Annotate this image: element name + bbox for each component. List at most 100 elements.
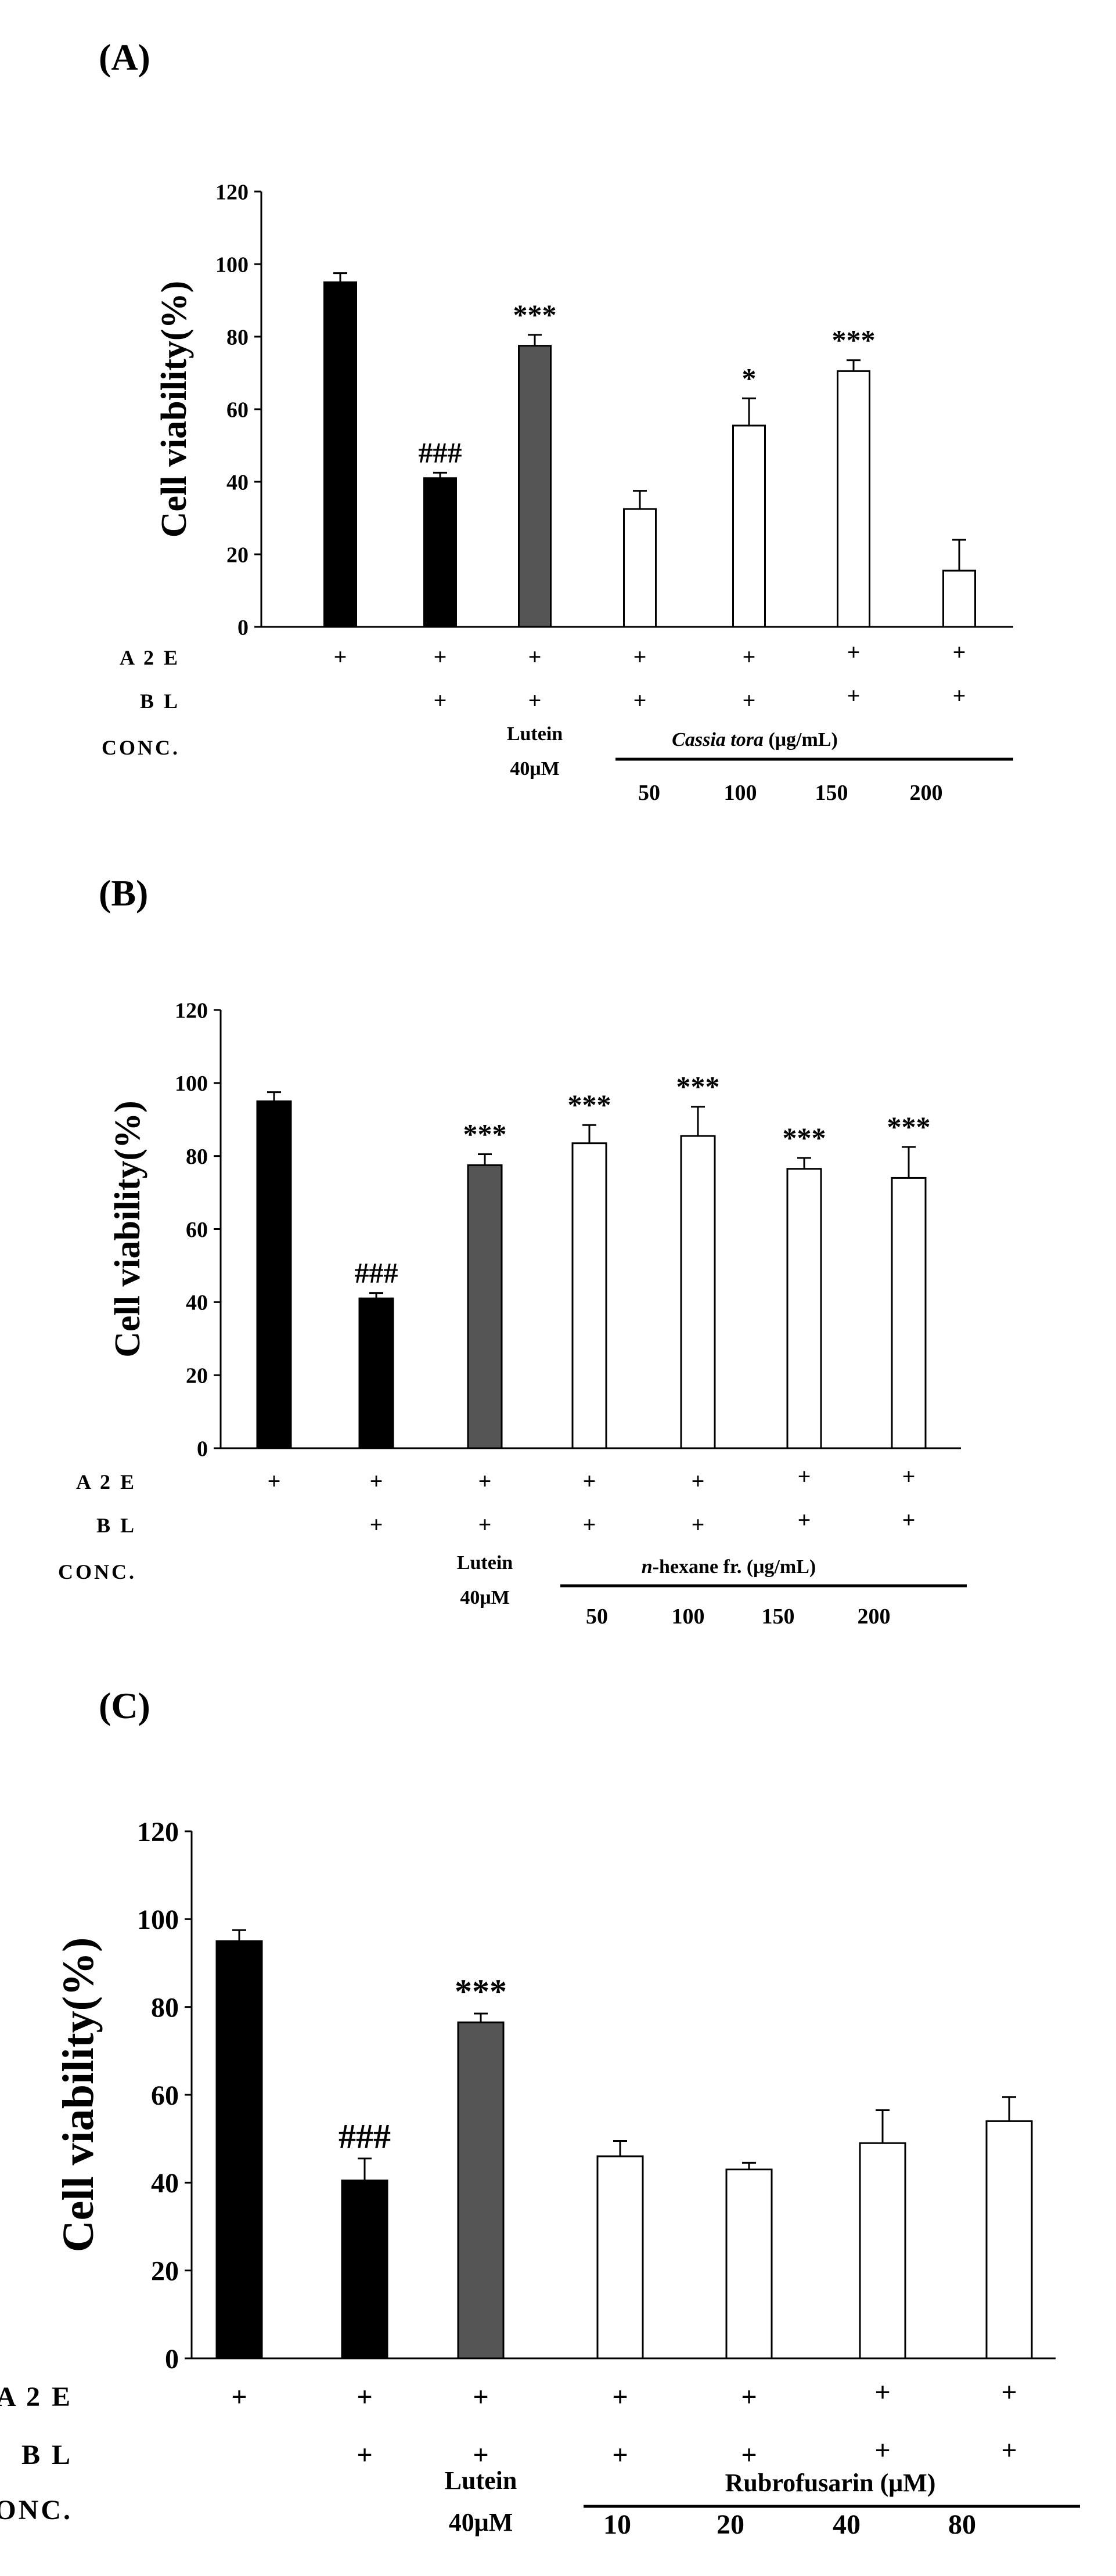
condition-mark: + xyxy=(1001,2435,1017,2466)
bar xyxy=(457,2021,505,2359)
condition-mark: + xyxy=(612,2382,628,2412)
lutein-label: Lutein xyxy=(445,2466,517,2495)
row-label: CONC. xyxy=(58,1560,136,1583)
condition-mark: + xyxy=(953,683,966,709)
significance-label: *** xyxy=(513,298,557,331)
bar xyxy=(518,345,552,628)
condition-mark: + xyxy=(528,644,542,670)
condition-mark: + xyxy=(743,687,756,713)
y-tick-label: 60 xyxy=(151,2080,179,2111)
y-tick-label: 20 xyxy=(151,2256,179,2286)
y-tick-label: 40 xyxy=(151,2168,179,2199)
row-label: B L xyxy=(21,2440,73,2470)
significance-label: *** xyxy=(887,1110,931,1143)
condition-mark: + xyxy=(847,683,861,709)
row-label: CONC. xyxy=(102,736,180,759)
condition-mark: + xyxy=(334,644,347,670)
y-tick-label: 80 xyxy=(226,325,249,349)
condition-mark: + xyxy=(473,2382,488,2412)
significance-label: ### xyxy=(339,2117,391,2156)
significance-label: * xyxy=(742,362,757,394)
treatment-label-italic: n xyxy=(642,1556,653,1578)
condition-mark: + xyxy=(847,639,861,665)
chart-panel-a: (A) Cell viability(%) 0 20 40 60 80 100 120 ### **… xyxy=(0,0,1116,824)
significance-label: *** xyxy=(832,324,876,356)
y-tick-label: 80 xyxy=(186,1145,208,1169)
lutein-conc-label: 40μM xyxy=(460,1587,509,1608)
bar xyxy=(467,1164,503,1449)
condition-mark: + xyxy=(357,2382,372,2412)
bar xyxy=(623,508,657,628)
significance-label: *** xyxy=(783,1121,826,1154)
row-label: A 2 E xyxy=(120,646,180,669)
y-tick-label: 0 xyxy=(197,1437,208,1461)
bar xyxy=(256,1100,292,1449)
concentration-label: 50 xyxy=(638,781,660,805)
y-tick-label: 60 xyxy=(226,398,249,422)
chart-a-svg: (A)Cell viability(%)020406080100120###**… xyxy=(99,37,1013,805)
significance-label: ### xyxy=(419,436,462,468)
concentration-label: 150 xyxy=(762,1604,795,1629)
bar xyxy=(985,2120,1033,2359)
condition-mark: + xyxy=(370,1511,383,1538)
row-label: CONC. xyxy=(0,2495,73,2526)
y-axis-label: Cell viability(%) xyxy=(154,281,194,538)
concentration-label: 40 xyxy=(833,2509,861,2540)
bar xyxy=(571,1142,607,1449)
concentration-label: 10 xyxy=(603,2509,631,2540)
significance-label: *** xyxy=(455,1972,507,2011)
lutein-conc-label: 40μM xyxy=(449,2508,513,2537)
treatment-label: Cassia tora (μg/mL) xyxy=(672,729,838,751)
chart-panel-c: (C) Cell viability(%) 0 20 40 60 80 100 120 ### **… xyxy=(0,1648,1116,2573)
y-tick-label: 120 xyxy=(137,1817,179,1848)
significance-label: ### xyxy=(355,1257,398,1289)
condition-mark: + xyxy=(633,687,647,713)
condition-mark: + xyxy=(741,2382,757,2412)
y-tick-label: 0 xyxy=(237,615,249,640)
concentration-label: 150 xyxy=(815,781,848,805)
condition-mark: + xyxy=(874,2435,890,2466)
row-label: A 2 E xyxy=(0,2382,73,2412)
bar xyxy=(891,1177,927,1449)
condition-mark: + xyxy=(370,1468,383,1494)
y-tick-label: 120 xyxy=(175,998,208,1023)
condition-mark: + xyxy=(268,1468,281,1494)
bar xyxy=(423,477,457,628)
y-tick-label: 120 xyxy=(215,180,249,204)
condition-mark: + xyxy=(798,1507,811,1533)
condition-mark: + xyxy=(528,687,542,713)
y-tick-label: 20 xyxy=(226,543,249,567)
condition-mark: + xyxy=(583,1511,596,1538)
y-tick-label: 0 xyxy=(165,2344,179,2375)
lutein-conc-label: 40μM xyxy=(510,758,559,780)
bar xyxy=(358,1297,394,1449)
concentration-label: 100 xyxy=(672,1604,705,1629)
bar xyxy=(859,2142,906,2359)
condition-mark: + xyxy=(1001,2377,1017,2408)
bar xyxy=(596,2155,644,2359)
condition-mark: + xyxy=(798,1463,811,1489)
condition-mark: + xyxy=(692,1511,705,1538)
condition-mark: + xyxy=(612,2440,628,2470)
panel-label: (C) xyxy=(99,1685,150,1726)
condition-mark: + xyxy=(741,2440,757,2470)
condition-mark: + xyxy=(902,1463,916,1489)
y-axis-label: Cell viability(%) xyxy=(108,1101,147,1358)
concentration-label: 100 xyxy=(724,781,757,805)
concentration-label: 200 xyxy=(910,781,943,805)
condition-mark: + xyxy=(902,1507,916,1533)
treatment-label: Rubrofusarin (μM) xyxy=(725,2469,936,2497)
condition-mark: + xyxy=(633,644,647,670)
chart-panel-b: (B) Cell viability(%) 0 20 40 60 80 100 120 ### **… xyxy=(0,824,1116,1648)
concentration-label: 200 xyxy=(858,1604,891,1629)
significance-label: *** xyxy=(568,1088,611,1121)
lutein-label: Lutein xyxy=(507,723,563,745)
bar xyxy=(323,281,357,628)
bar xyxy=(341,2180,388,2359)
condition-mark: + xyxy=(743,644,756,670)
chart-c-svg: (C) Cell viability(%) 0 20 40 60 80 100 120 ### **… xyxy=(0,1685,1080,2540)
significance-label: *** xyxy=(676,1070,720,1103)
y-axis-label: Cell viability(%) xyxy=(54,1938,103,2253)
condition-mark: + xyxy=(692,1468,705,1494)
treatment-label-rest: -hexane fr. (μg/mL) xyxy=(653,1556,816,1578)
